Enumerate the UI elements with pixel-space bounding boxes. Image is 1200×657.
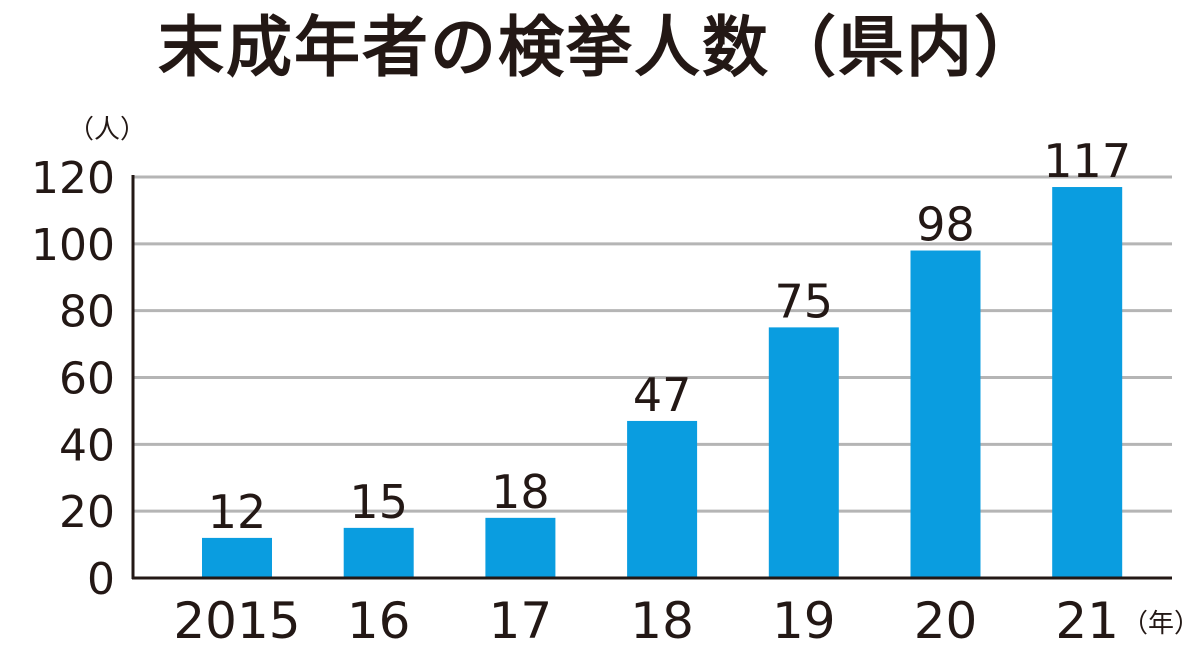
bar (485, 517, 556, 578)
y-axis-unit-label: （人） (68, 115, 146, 145)
bar (1052, 187, 1123, 578)
x-tick-label: 2015 (173, 592, 300, 650)
bar-value-label: 117 (1043, 134, 1131, 188)
x-tick-label: 21 (1055, 592, 1119, 650)
bar-value-label: 75 (775, 274, 834, 328)
y-tick-label: 80 (59, 287, 115, 338)
x-axis-unit-label: （年） (1122, 609, 1200, 639)
x-tick-label: 18 (630, 592, 694, 650)
x-tick-labels: 2015 16 17 18 19 20 21 (173, 592, 1119, 650)
y-tick-label: 40 (59, 420, 115, 471)
bar-value-label: 15 (349, 475, 408, 529)
x-tick-label: 16 (347, 592, 411, 650)
bars (202, 187, 1123, 578)
bar-value-label: 47 (633, 368, 692, 422)
x-tick-label: 20 (914, 592, 978, 650)
bar (202, 537, 272, 578)
chart-title: 末成年者の検挙人数（県内） (158, 9, 1042, 86)
y-tick-label: 100 (31, 220, 115, 271)
axes (131, 175, 1172, 580)
bar (343, 527, 414, 578)
bar-value-label: 98 (916, 198, 975, 252)
bar-value-label: 18 (491, 465, 550, 519)
bar (910, 250, 981, 578)
y-tick-labels: 0 20 40 60 80 100 120 (31, 153, 115, 605)
y-tick-label: 120 (31, 153, 115, 204)
data-labels: 12 15 18 47 75 98 117 (208, 134, 1131, 539)
bar (768, 327, 839, 578)
bar (627, 420, 698, 578)
y-tick-label: 0 (87, 554, 115, 605)
y-tick-label: 60 (59, 354, 115, 405)
x-tick-label: 19 (772, 592, 836, 650)
bar-value-label: 12 (208, 485, 267, 539)
y-tick-label: 20 (59, 487, 115, 538)
x-tick-label: 17 (489, 592, 553, 650)
